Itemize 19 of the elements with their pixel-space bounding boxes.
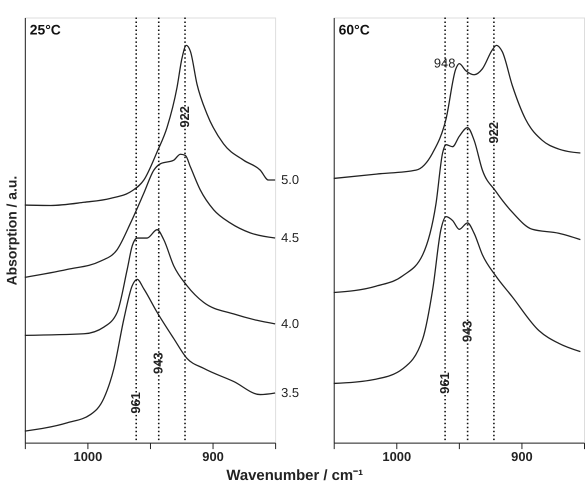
chart-title: 60°C xyxy=(338,21,370,38)
annotation: 961 xyxy=(437,372,452,394)
chart-title: 25°C xyxy=(30,21,61,38)
series-label: 3.5 xyxy=(281,384,300,400)
series-label: 5.0 xyxy=(281,172,300,188)
x-tick-label: 900 xyxy=(511,449,533,464)
annotation: 922 xyxy=(176,106,192,128)
annotation: 961 xyxy=(128,392,144,414)
series-label: 4.0 xyxy=(281,316,300,331)
annotation: 948 xyxy=(434,56,456,71)
y-axis-title: Absorption / a.u. xyxy=(3,176,20,286)
series-label: 4.5 xyxy=(281,230,300,246)
annotation: 943 xyxy=(150,352,166,374)
x-tick-label: 1000 xyxy=(74,449,102,464)
annotation: 943 xyxy=(460,320,475,342)
x-tick-label: 900 xyxy=(202,449,224,464)
x-axis-title: Wavenumber / cm⁻¹ xyxy=(226,468,364,484)
x-tick-label: 1000 xyxy=(382,449,412,464)
annotation: 922 xyxy=(486,122,501,144)
